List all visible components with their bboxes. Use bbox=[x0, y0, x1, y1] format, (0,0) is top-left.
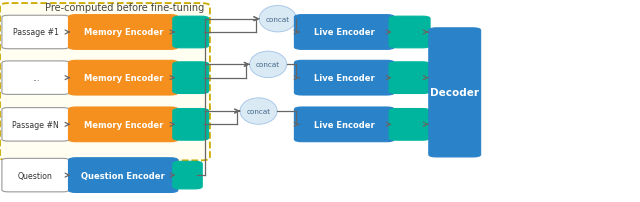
FancyBboxPatch shape bbox=[2, 108, 69, 141]
Text: concat: concat bbox=[266, 17, 290, 23]
Text: Decoder: Decoder bbox=[430, 88, 479, 98]
FancyBboxPatch shape bbox=[2, 62, 69, 95]
FancyBboxPatch shape bbox=[389, 17, 430, 49]
FancyBboxPatch shape bbox=[2, 16, 69, 49]
Text: Memory Encoder: Memory Encoder bbox=[83, 120, 163, 129]
FancyBboxPatch shape bbox=[68, 16, 178, 50]
FancyBboxPatch shape bbox=[68, 158, 178, 193]
Ellipse shape bbox=[259, 6, 296, 33]
Text: Passage #1: Passage #1 bbox=[13, 28, 58, 37]
FancyBboxPatch shape bbox=[0, 4, 210, 161]
FancyBboxPatch shape bbox=[294, 61, 394, 96]
FancyBboxPatch shape bbox=[294, 107, 394, 142]
FancyBboxPatch shape bbox=[173, 109, 209, 141]
Text: Pre-computed before fine-tuning: Pre-computed before fine-tuning bbox=[45, 3, 204, 13]
FancyBboxPatch shape bbox=[68, 107, 178, 142]
FancyBboxPatch shape bbox=[429, 29, 481, 157]
Text: Passage #N: Passage #N bbox=[12, 120, 59, 129]
Text: Memory Encoder: Memory Encoder bbox=[83, 28, 163, 37]
Ellipse shape bbox=[240, 98, 277, 125]
Text: Live Encoder: Live Encoder bbox=[314, 28, 374, 37]
FancyBboxPatch shape bbox=[2, 159, 69, 192]
Text: concat: concat bbox=[246, 108, 271, 115]
Ellipse shape bbox=[250, 52, 287, 78]
Text: ...: ... bbox=[32, 74, 39, 83]
FancyBboxPatch shape bbox=[389, 109, 430, 141]
FancyBboxPatch shape bbox=[68, 61, 178, 96]
Text: Memory Encoder: Memory Encoder bbox=[83, 74, 163, 83]
Text: Live Encoder: Live Encoder bbox=[314, 74, 374, 83]
FancyBboxPatch shape bbox=[173, 63, 209, 94]
FancyBboxPatch shape bbox=[173, 162, 202, 189]
Text: concat: concat bbox=[256, 62, 280, 68]
FancyBboxPatch shape bbox=[294, 16, 394, 50]
FancyBboxPatch shape bbox=[173, 17, 209, 49]
FancyBboxPatch shape bbox=[389, 63, 430, 94]
Text: Question: Question bbox=[18, 171, 53, 180]
Text: Question Encoder: Question Encoder bbox=[81, 171, 165, 180]
Text: Live Encoder: Live Encoder bbox=[314, 120, 374, 129]
